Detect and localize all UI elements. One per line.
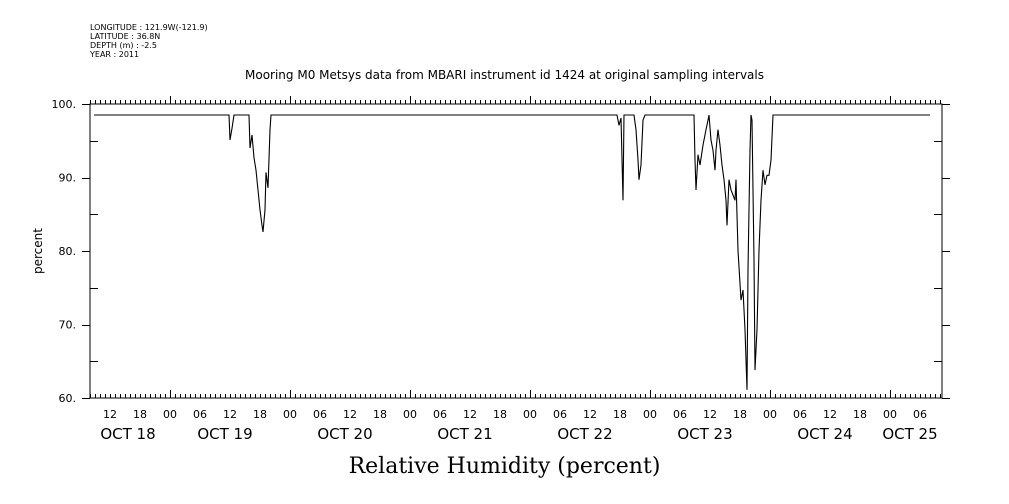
x-day-label: OCT 24 — [797, 425, 852, 443]
x-tick-label: 06 — [793, 408, 807, 421]
x-tick-label: 00 — [763, 408, 777, 421]
x-tick-label: 12 — [103, 408, 117, 421]
x-tick-label: 12 — [463, 408, 477, 421]
y-tick-label: 80. — [59, 245, 77, 258]
x-tick-label: 18 — [133, 408, 147, 421]
x-tick-label: 00 — [523, 408, 537, 421]
x-tick-label: 00 — [283, 408, 297, 421]
x-tick-label: 00 — [403, 408, 417, 421]
x-day-label: OCT 22 — [557, 425, 612, 443]
x-tick-label: 06 — [673, 408, 687, 421]
x-tick-label: 12 — [703, 408, 717, 421]
y-tick-label: 90. — [59, 172, 77, 185]
x-tick-label: 06 — [913, 408, 927, 421]
x-tick-label: 00 — [643, 408, 657, 421]
x-tick-label: 12 — [583, 408, 597, 421]
x-tick-label: 00 — [883, 408, 897, 421]
x-day-label: OCT 20 — [317, 425, 372, 443]
series-line-relative-humidity — [94, 114, 930, 390]
x-tick-label: 06 — [193, 408, 207, 421]
x-day-label: OCT 21 — [437, 425, 492, 443]
x-day-label: OCT 18 — [100, 425, 155, 443]
x-tick-label: 18 — [613, 408, 627, 421]
x-day-label: OCT 23 — [677, 425, 732, 443]
x-tick-label: 12 — [343, 408, 357, 421]
header-depth: DEPTH (m) : -2.5 — [90, 41, 157, 50]
x-tick-label: 00 — [163, 408, 177, 421]
x-day-label: OCT 19 — [197, 425, 252, 443]
x-tick-label: 12 — [223, 408, 237, 421]
x-tick-label: 06 — [313, 408, 327, 421]
chart-title: Mooring M0 Metsys data from MBARI instru… — [245, 68, 764, 82]
x-tick-label: 06 — [433, 408, 447, 421]
header-year: YEAR : 2011 — [90, 50, 140, 59]
header-latitude: LATITUDE : 36.8N — [90, 32, 161, 41]
y-tick-label: 100. — [52, 98, 77, 111]
y-axis-title: percent — [31, 228, 45, 274]
x-tick-label: 06 — [553, 408, 567, 421]
x-day-label: OCT 25 — [882, 425, 937, 443]
x-tick-label: 18 — [733, 408, 747, 421]
plot-frame — [89, 103, 943, 399]
header-longitude: LONGITUDE : 121.9W(-121.9) — [90, 23, 208, 32]
x-tick-label: 18 — [253, 408, 267, 421]
y-tick-label: 60. — [59, 392, 77, 405]
x-tick-label: 12 — [823, 408, 837, 421]
x-tick-label: 18 — [853, 408, 867, 421]
x-tick-label: 18 — [373, 408, 387, 421]
x-axis-title: Relative Humidity (percent) — [348, 454, 661, 479]
y-tick-label: 70. — [59, 319, 77, 332]
x-tick-label: 18 — [493, 408, 507, 421]
